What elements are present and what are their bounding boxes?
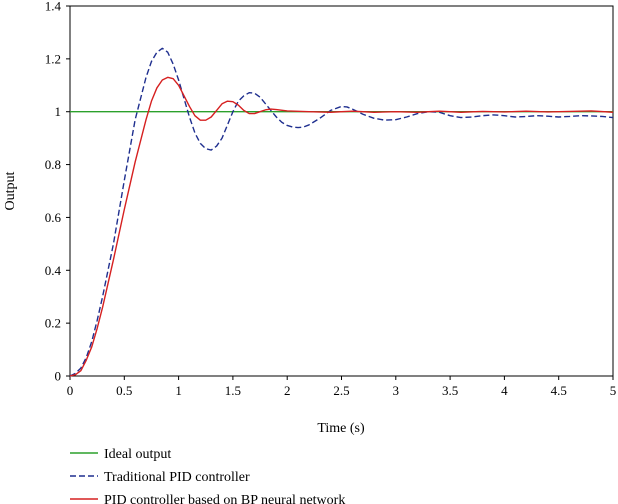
axis-ticks bbox=[66, 5, 614, 380]
x-tick-label: 2 bbox=[284, 383, 291, 398]
axis-tick-labels: 0 0.5 1 1.5 2 2.5 3 3.5 4 4.5 5 0 0.2 0.4 0.6 0.8 1 1.2 1.… bbox=[45, 0, 617, 398]
y-tick-label: 0.6 bbox=[45, 210, 62, 225]
y-tick-label: 1.4 bbox=[45, 0, 62, 14]
x-tick-label: 2.5 bbox=[333, 383, 349, 398]
y-tick-label: 0.2 bbox=[45, 316, 61, 331]
x-tick-label: 4 bbox=[501, 383, 508, 398]
legend: Ideal output Traditional PID controller PI… bbox=[70, 447, 345, 504]
x-tick-label: 3.5 bbox=[442, 383, 458, 398]
y-tick-label: 1.2 bbox=[45, 51, 61, 66]
series-lines bbox=[69, 47, 614, 377]
legend-label-2: PID controller based on BP neural networ… bbox=[104, 493, 345, 504]
y-tick-label: 1 bbox=[55, 104, 62, 119]
x-tick-label: 4.5 bbox=[551, 383, 567, 398]
x-tick-label: 0 bbox=[67, 383, 74, 398]
x-tick-label: 5 bbox=[610, 383, 617, 398]
x-tick-label: 1.5 bbox=[225, 383, 241, 398]
y-tick-label: 0 bbox=[55, 369, 62, 384]
y-axis-title: Output bbox=[3, 171, 18, 210]
x-tick-label: 3 bbox=[393, 383, 400, 398]
legend-label-0: Ideal output bbox=[104, 447, 171, 462]
series-line-1 bbox=[69, 47, 614, 377]
x-tick-label: 0.5 bbox=[116, 383, 132, 398]
y-tick-label: 0.4 bbox=[45, 263, 62, 278]
y-tick-label: 0.8 bbox=[45, 157, 61, 172]
legend-label-1: Traditional PID controller bbox=[104, 470, 250, 485]
x-axis-title: Time (s) bbox=[317, 421, 365, 436]
series-line-2 bbox=[69, 76, 614, 377]
x-tick-label: 1 bbox=[175, 383, 182, 398]
